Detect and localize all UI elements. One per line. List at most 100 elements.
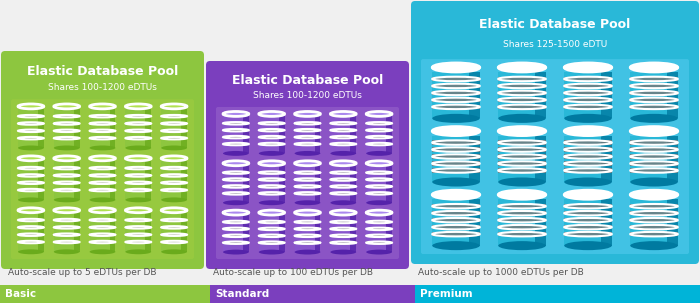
Bar: [432, 136, 480, 182]
Bar: [386, 215, 392, 252]
Text: Elastic Database Pool: Elastic Database Pool: [27, 65, 178, 78]
Ellipse shape: [432, 127, 480, 136]
Bar: [630, 147, 678, 152]
Bar: [90, 137, 116, 139]
Bar: [498, 211, 546, 215]
Bar: [295, 136, 321, 138]
Bar: [564, 136, 612, 182]
Ellipse shape: [90, 104, 116, 109]
Bar: [223, 192, 248, 195]
Bar: [90, 226, 116, 228]
Bar: [366, 122, 392, 125]
Text: Auto-scale up to 100 eDTUs per DB: Auto-scale up to 100 eDTUs per DB: [213, 268, 373, 277]
Ellipse shape: [125, 156, 151, 161]
Bar: [564, 105, 612, 109]
Bar: [330, 241, 356, 244]
Ellipse shape: [223, 151, 248, 156]
Bar: [125, 115, 151, 117]
Bar: [90, 130, 116, 132]
Bar: [295, 166, 321, 203]
Bar: [161, 189, 187, 191]
Bar: [667, 199, 678, 246]
Ellipse shape: [564, 190, 612, 199]
Bar: [630, 199, 678, 246]
Bar: [110, 213, 116, 252]
Bar: [161, 109, 187, 148]
Text: Shares 125-1500 eDTU: Shares 125-1500 eDTU: [503, 40, 607, 49]
Ellipse shape: [295, 250, 321, 255]
Bar: [90, 174, 116, 177]
Bar: [415, 285, 700, 303]
Bar: [259, 129, 285, 132]
Bar: [90, 213, 116, 252]
Bar: [125, 213, 151, 252]
Bar: [161, 161, 187, 200]
Ellipse shape: [18, 198, 44, 202]
Text: Premium: Premium: [420, 289, 473, 299]
Bar: [161, 122, 187, 125]
Bar: [38, 109, 44, 148]
Bar: [330, 116, 356, 153]
Bar: [125, 122, 151, 125]
Bar: [432, 140, 480, 145]
Bar: [223, 221, 248, 223]
Bar: [432, 232, 480, 236]
Bar: [498, 204, 546, 208]
Bar: [259, 215, 285, 252]
Bar: [18, 167, 44, 169]
Bar: [18, 234, 44, 236]
Bar: [432, 225, 480, 229]
Bar: [366, 221, 392, 223]
Bar: [181, 213, 187, 252]
Bar: [667, 72, 678, 118]
Ellipse shape: [54, 198, 80, 202]
Ellipse shape: [295, 151, 321, 156]
Bar: [125, 174, 151, 177]
Bar: [125, 219, 151, 221]
Bar: [295, 192, 321, 195]
Bar: [295, 122, 321, 125]
Bar: [161, 234, 187, 236]
Ellipse shape: [161, 145, 187, 150]
Bar: [279, 116, 285, 153]
Bar: [18, 174, 44, 177]
Bar: [243, 215, 248, 252]
Bar: [630, 140, 678, 145]
Bar: [74, 161, 80, 200]
Bar: [366, 136, 392, 138]
Ellipse shape: [498, 114, 546, 123]
Bar: [564, 204, 612, 208]
Bar: [18, 181, 44, 184]
Bar: [259, 171, 285, 174]
Bar: [498, 199, 546, 246]
Bar: [366, 241, 392, 244]
Bar: [295, 185, 321, 188]
Ellipse shape: [18, 104, 44, 109]
Bar: [259, 185, 285, 188]
Bar: [630, 204, 678, 208]
Bar: [469, 72, 480, 118]
Bar: [18, 122, 44, 125]
Bar: [110, 161, 116, 200]
Bar: [210, 285, 415, 303]
Bar: [432, 161, 480, 166]
Bar: [498, 77, 546, 81]
Bar: [18, 219, 44, 221]
Bar: [74, 109, 80, 148]
Bar: [498, 232, 546, 236]
Bar: [223, 235, 248, 237]
Ellipse shape: [498, 63, 546, 72]
Bar: [161, 137, 187, 139]
Bar: [498, 84, 546, 88]
Bar: [161, 174, 187, 177]
FancyBboxPatch shape: [421, 59, 689, 254]
Ellipse shape: [125, 198, 151, 202]
Bar: [630, 168, 678, 173]
Bar: [386, 116, 392, 153]
Ellipse shape: [90, 249, 116, 254]
Bar: [351, 166, 356, 203]
Bar: [295, 235, 321, 237]
Bar: [90, 219, 116, 221]
Bar: [564, 147, 612, 152]
Bar: [366, 129, 392, 132]
